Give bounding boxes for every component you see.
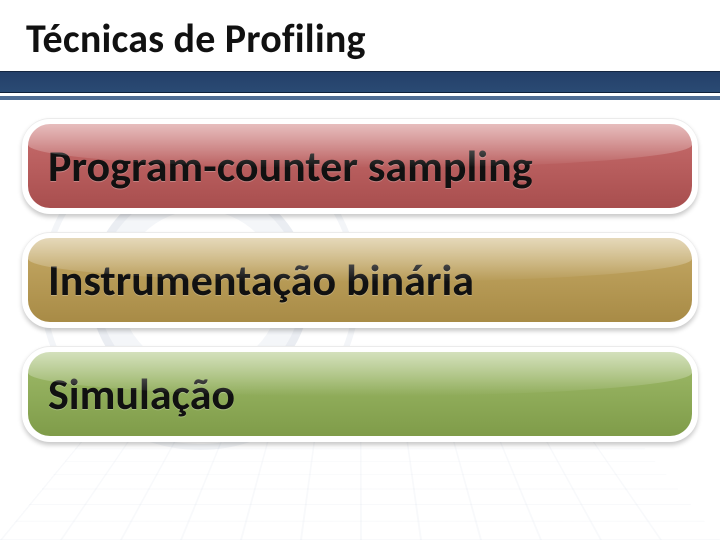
title-underline-accent [0,96,720,100]
technique-pill-fill: Instrumentação binária [28,238,692,322]
technique-pill: Instrumentação binária [22,232,698,328]
technique-pill: Program-counter sampling [22,118,698,214]
title-underline-bar [0,71,720,93]
slide: Técnicas de Profiling Program-counter sa… [0,0,720,540]
technique-pill-fill: Simulação [28,352,692,436]
title-underline [0,71,720,100]
technique-label: Program-counter sampling [48,142,533,190]
technique-label: Instrumentação binária [48,256,474,304]
technique-pill-fill: Program-counter sampling [28,124,692,208]
content-area: Program-counter sampling Instrumentação b… [0,100,720,442]
title-area: Técnicas de Profiling [0,0,720,63]
slide-title: Técnicas de Profiling [26,14,720,63]
technique-label: Simulação [48,370,235,418]
technique-pill: Simulação [22,346,698,442]
